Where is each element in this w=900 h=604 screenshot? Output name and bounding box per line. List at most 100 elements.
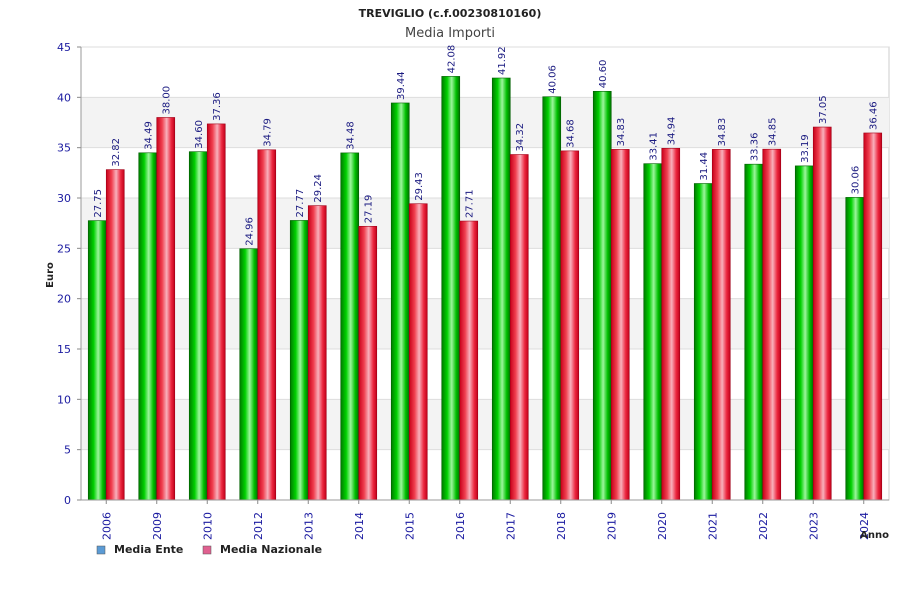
data-label-media-nazionale-2020: 34.94 — [667, 117, 678, 146]
data-label-media-ente-2019: 40.60 — [598, 60, 609, 89]
x-tick-label: 2018 — [555, 512, 568, 540]
bar-media-nazionale-2015 — [408, 203, 428, 501]
data-label-media-ente-2023: 33.19 — [800, 134, 811, 163]
data-label-media-nazionale-2014: 27.19 — [364, 195, 375, 224]
x-tick-label: 2015 — [403, 512, 416, 540]
bar-media-ente-2015 — [390, 102, 410, 501]
chart-title: TREVIGLIO (c.f.00230810160) — [359, 7, 542, 20]
data-label-media-ente-2009: 34.49 — [144, 121, 155, 150]
bar-media-nazionale-2020 — [661, 147, 681, 501]
y-tick-label: 10 — [57, 393, 71, 406]
data-label-media-nazionale-2022: 34.85 — [768, 118, 779, 147]
bar-media-ente-2018 — [542, 96, 562, 501]
bar-media-nazionale-2018 — [560, 150, 580, 501]
data-label-media-ente-2012: 24.96 — [245, 217, 256, 246]
x-tick-label: 2020 — [656, 512, 669, 540]
data-label-media-ente-2015: 39.44 — [396, 71, 407, 100]
bar-media-nazionale-2022 — [762, 148, 782, 501]
chart-subtitle: Media Importi — [405, 26, 495, 41]
bar-media-nazionale-2012 — [257, 149, 277, 501]
data-label-media-nazionale-2023: 37.05 — [818, 95, 829, 124]
bar-media-nazionale-2013 — [307, 205, 327, 501]
y-tick-label: 20 — [57, 293, 71, 306]
y-tick-label: 40 — [57, 91, 71, 104]
data-label-media-ente-2021: 31.44 — [699, 152, 710, 181]
data-label-media-nazionale-2018: 34.68 — [566, 119, 577, 148]
x-tick-label: 2024 — [858, 512, 871, 540]
data-label-media-nazionale-2009: 38.00 — [162, 86, 173, 115]
data-label-media-ente-2014: 34.48 — [346, 121, 357, 150]
y-tick-label: 15 — [57, 343, 71, 356]
x-axis-label: Anno — [860, 530, 889, 541]
x-tick-label: 2010 — [201, 512, 214, 540]
legend-swatch-media-nazionale — [202, 545, 212, 555]
bar-media-ente-2022 — [744, 163, 764, 501]
bar-media-ente-2020 — [643, 163, 663, 501]
bar-media-nazionale-2014 — [358, 225, 378, 501]
y-axis: 0 5 10 15 20 25 30 35 40 45 — [57, 41, 82, 507]
legend-swatch-media-ente — [96, 545, 106, 555]
data-label-media-nazionale-2010: 37.36 — [212, 92, 223, 121]
bar-media-ente-2019 — [592, 90, 612, 501]
bar-media-ente-2006 — [87, 220, 107, 501]
bar-media-ente-2024 — [845, 197, 865, 501]
x-tick-label: 2021 — [706, 512, 719, 540]
bar-media-ente-2013 — [289, 220, 309, 501]
data-label-media-ente-2006: 27.75 — [93, 189, 104, 218]
legend-label-media-nazionale: Media Nazionale — [220, 543, 322, 556]
data-label-media-ente-2022: 33.36 — [750, 133, 761, 162]
x-tick-label: 2006 — [100, 512, 113, 540]
bar-media-ente-2009 — [138, 152, 158, 501]
data-label-media-ente-2016: 42.08 — [447, 45, 458, 74]
data-label-media-nazionale-2021: 34.83 — [717, 118, 728, 147]
y-tick-label: 30 — [57, 192, 71, 205]
bar-media-ente-2012 — [239, 248, 259, 501]
bar-media-ente-2010 — [188, 151, 208, 501]
data-label-media-nazionale-2017: 34.32 — [515, 123, 526, 152]
y-tick-label: 35 — [57, 142, 71, 155]
bar-media-ente-2017 — [491, 77, 511, 501]
bar-media-nazionale-2010 — [206, 123, 226, 501]
data-label-media-ente-2024: 30.06 — [851, 166, 862, 195]
bar-media-nazionale-2024 — [863, 132, 883, 501]
x-tick-label: 2016 — [454, 512, 467, 540]
data-label-media-nazionale-2016: 27.71 — [465, 189, 476, 218]
x-tick-label: 2012 — [252, 512, 265, 540]
bar-media-nazionale-2021 — [711, 149, 731, 501]
legend: Media Ente Media Nazionale — [96, 543, 322, 556]
data-label-media-ente-2020: 33.41 — [649, 132, 660, 161]
x-tick-label: 2017 — [504, 512, 517, 540]
bar-media-ente-2023 — [794, 165, 814, 501]
data-label-media-ente-2013: 27.77 — [295, 189, 306, 218]
bar-media-ente-2021 — [693, 183, 713, 501]
bar-media-nazionale-2017 — [509, 154, 529, 501]
data-label-media-nazionale-2024: 36.46 — [869, 101, 880, 130]
y-tick-label: 5 — [64, 444, 71, 457]
x-tick-label: 2023 — [807, 512, 820, 540]
x-tick-label: 2019 — [605, 512, 618, 540]
x-tick-label: 2009 — [151, 512, 164, 540]
y-tick-label: 0 — [64, 494, 71, 507]
x-tick-label: 2022 — [757, 512, 770, 540]
bar-media-ente-2016 — [441, 76, 461, 501]
data-label-media-nazionale-2019: 34.83 — [616, 118, 627, 147]
y-tick-label: 25 — [57, 242, 71, 255]
bar-media-nazionale-2023 — [812, 126, 832, 501]
data-label-media-nazionale-2013: 29.24 — [313, 174, 324, 203]
x-axis: 2006 2009 2010 2012 2013 2014 2015 2016 2017 2018… — [81, 499, 889, 540]
y-tick-label: 45 — [57, 41, 71, 54]
data-label-media-ente-2010: 34.60 — [194, 120, 205, 149]
x-tick-label: 2013 — [302, 512, 315, 540]
bar-media-nazionale-2009 — [156, 117, 176, 501]
bars — [87, 76, 883, 501]
bar-media-nazionale-2019 — [610, 149, 630, 501]
bar-media-ente-2014 — [340, 152, 360, 501]
data-label-media-ente-2018: 40.06 — [548, 65, 559, 94]
y-axis-label: Euro — [45, 262, 56, 288]
bar-media-nazionale-2006 — [105, 169, 125, 501]
data-label-media-ente-2017: 41.92 — [497, 46, 508, 75]
data-label-media-nazionale-2015: 29.43 — [414, 172, 425, 201]
bar-media-nazionale-2016 — [459, 220, 479, 501]
